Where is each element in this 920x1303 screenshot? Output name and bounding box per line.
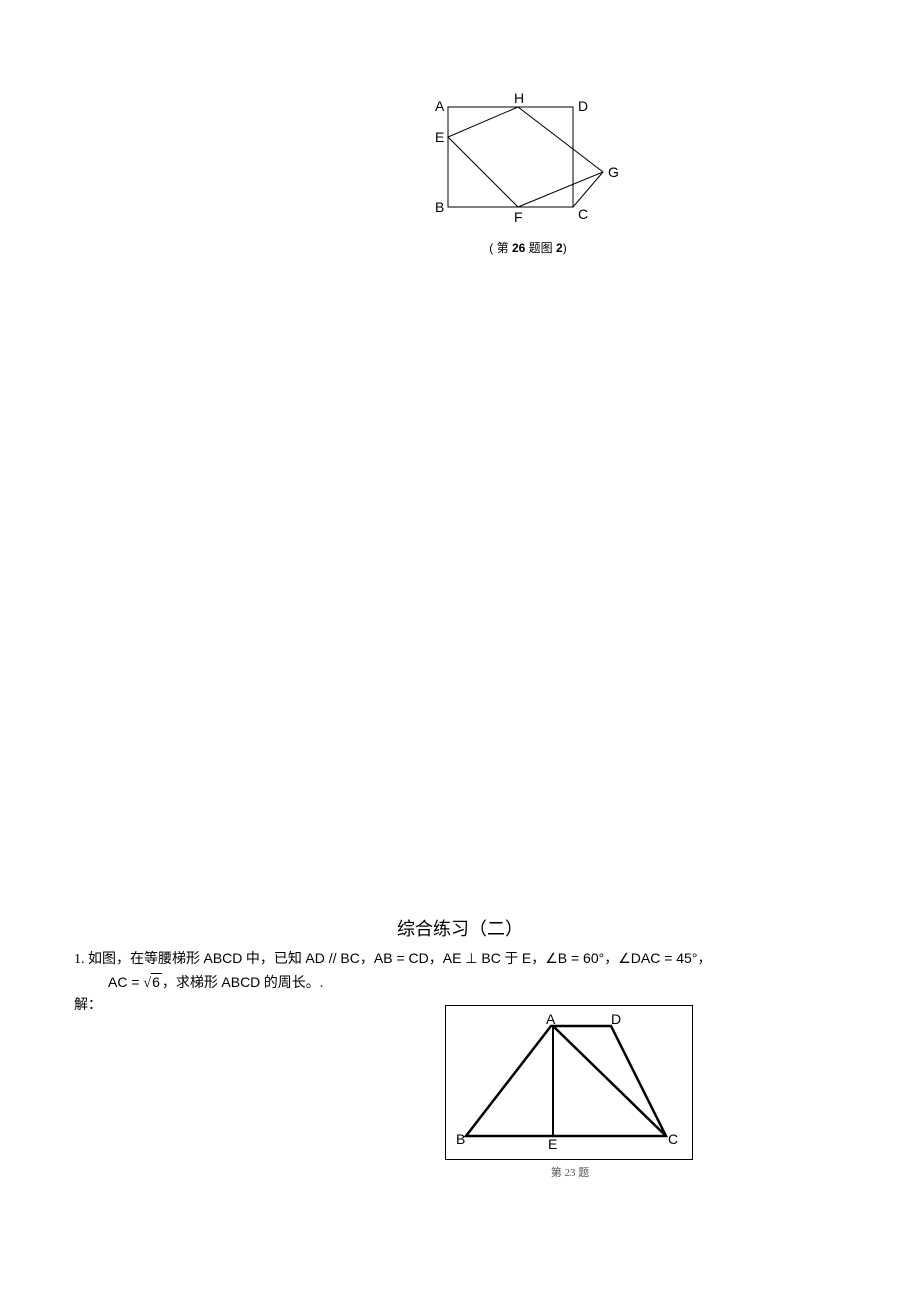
solution-label: 解：: [74, 994, 102, 1014]
figure-23-container: A D B C E 第 23 题: [445, 1005, 695, 1180]
label-C2: C: [668, 1131, 678, 1147]
figure-26-2-container: A D B C H E F G ( 第 26 题图 2): [428, 92, 628, 256]
figure-23-frame: A D B C E: [445, 1005, 693, 1160]
label-B: B: [435, 199, 444, 215]
label-G: G: [608, 164, 619, 180]
problem-1-text: 1. 如图，在等腰梯形 ABCD 中，已知 AD // BC，AB = CD，A…: [74, 947, 880, 996]
label-B2: B: [456, 1131, 465, 1147]
label-E: E: [435, 129, 444, 145]
label-E2: E: [548, 1136, 557, 1152]
label-H: H: [514, 92, 524, 106]
figure-26-diagram: A D B C H E F G: [428, 92, 628, 232]
label-A2: A: [546, 1014, 556, 1027]
section-title: 综合练习（二）: [0, 915, 920, 941]
label-D: D: [578, 98, 588, 114]
figure-26-caption: ( 第 26 题图 2): [428, 239, 628, 256]
label-F: F: [514, 209, 523, 225]
label-C: C: [578, 206, 588, 222]
figure-23-diagram: A D B C E: [456, 1014, 684, 1153]
figure-23-caption: 第 23 题: [445, 1164, 695, 1180]
label-D2: D: [611, 1014, 621, 1027]
label-A: A: [435, 98, 445, 114]
